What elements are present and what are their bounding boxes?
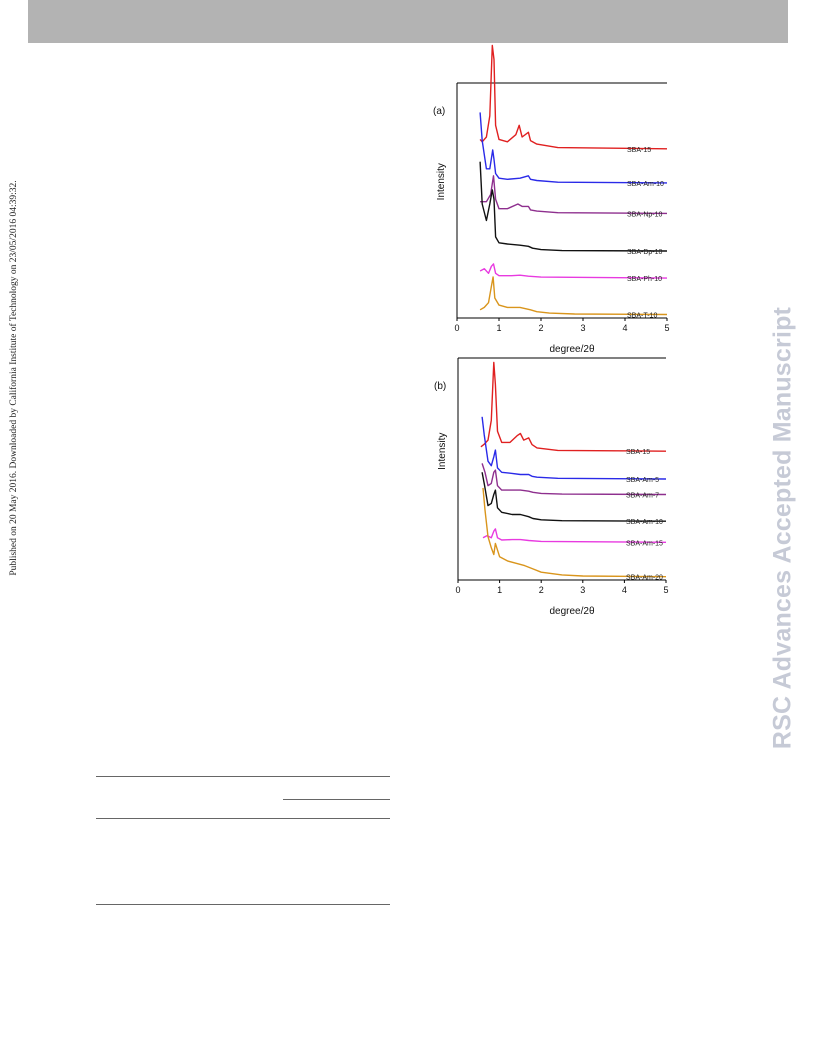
series-label-sba-am-7: SBA-Am-7 <box>626 493 659 500</box>
figure-panel-b: 0 1 2 3 4 5 degree/2θ Intensity (b) SBA-15 SBA-Am-… <box>420 352 710 622</box>
x-tick-label: 1 <box>497 585 502 595</box>
journal-watermark: RSC Advances Accepted Manuscript <box>768 306 797 750</box>
series-line-sba-am-10 <box>479 112 668 184</box>
series-line-sba-am-10 <box>481 472 667 522</box>
series-line-sba-t-10 <box>479 276 668 316</box>
y-axis-title: Intensity <box>437 433 448 470</box>
x-tick-label: 0 <box>455 585 460 595</box>
series-label-sba-dp-10: SBA-Dp-10 <box>627 249 663 256</box>
x-axis-title: degree/2θ <box>549 606 594 617</box>
series-label-sba-am-5: SBA-Am-5 <box>626 477 659 484</box>
series-line-sba-15 <box>479 44 668 150</box>
series-line-sba-am-15 <box>482 528 667 543</box>
x-tick-label: 0 <box>454 323 459 333</box>
x-tick-label: 1 <box>496 323 501 333</box>
x-tick-label: 4 <box>622 323 627 333</box>
series-line-sba-np-10 <box>480 175 668 215</box>
series-label-sba-am-15: SBA-Am-15 <box>626 540 663 547</box>
x-tick-label: 2 <box>539 585 544 595</box>
table-header-subrule <box>283 799 390 800</box>
series-line-sba-am-20 <box>482 487 667 578</box>
xrd-chart-a: 0 1 2 3 4 5 degree/2θ Intensity (a) SBA-15 SBA-Am-… <box>433 44 670 355</box>
table-bottom-rule <box>96 904 390 905</box>
series-label-sba-am-20: SBA-Am-20 <box>626 575 663 582</box>
publication-side-note: Published on 20 May 2016. Downloaded by … <box>9 180 19 576</box>
header-bar <box>28 0 788 43</box>
series-line-sba-15 <box>480 361 667 452</box>
series-label-sba-15: SBA-15 <box>626 449 650 456</box>
panel-label: (b) <box>434 381 446 392</box>
series-label-sba-np-10: SBA-Np-10 <box>627 211 663 218</box>
series-line-sba-am-5 <box>481 416 667 480</box>
x-tick-label: 5 <box>663 585 668 595</box>
series-line-sba-ph-10 <box>479 263 668 279</box>
x-tick-label: 3 <box>580 585 585 595</box>
xrd-chart-b: 0 1 2 3 4 5 degree/2θ Intensity (b) SBA-15 SBA-Am-… <box>434 357 669 617</box>
series-label-sba-ph-10: SBA-Ph-10 <box>627 276 662 283</box>
series-label-sba-t-10: SBA-T-10 <box>627 312 657 319</box>
x-axis-title: degree/2θ <box>549 344 594 355</box>
figure-panel-a: 0 1 2 3 4 5 degree/2θ Intensity (a) SBA-15 SBA-Am-… <box>420 44 710 360</box>
series-label-sba-am-10: SBA-Am-10 <box>626 519 663 526</box>
x-tick-label: 2 <box>538 323 543 333</box>
series-label-sba-am-10: SBA-Am-10 <box>627 181 664 188</box>
x-tick-label: 4 <box>622 585 627 595</box>
table-top-rule <box>96 776 390 777</box>
y-axis-title: Intensity <box>436 163 447 200</box>
series-line-sba-dp-10 <box>479 161 668 252</box>
x-tick-label: 5 <box>664 323 669 333</box>
series-line-sba-am-7 <box>481 463 667 496</box>
series-label-sba-15: SBA-15 <box>627 147 651 154</box>
panel-label: (a) <box>433 106 445 117</box>
table-header-rule <box>96 818 390 819</box>
x-tick-label: 3 <box>580 323 585 333</box>
